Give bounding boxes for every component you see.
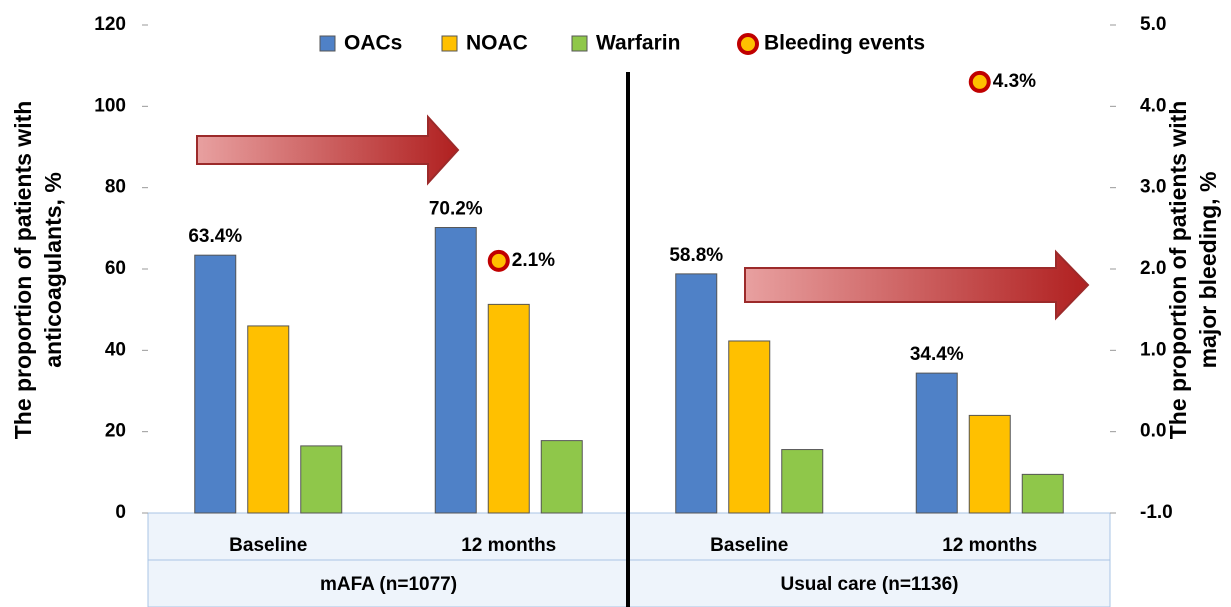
- legend-label: Bleeding events: [764, 32, 925, 55]
- bar: [247, 325, 290, 514]
- y2-tick-label: 1.0: [1140, 339, 1166, 360]
- legend-swatch: [319, 35, 336, 52]
- bar: [1021, 473, 1064, 514]
- y2-tick-label: 4.0: [1140, 95, 1166, 116]
- bar: [675, 273, 718, 514]
- legend-swatch: [441, 35, 458, 52]
- y-tick-label: 100: [94, 95, 126, 116]
- bar: [194, 254, 237, 514]
- legend-swatch: [571, 35, 588, 52]
- bar: [781, 449, 824, 514]
- bar: [300, 445, 343, 514]
- legend-marker: [737, 33, 759, 55]
- y-tick-label: 60: [105, 258, 126, 279]
- y-tick-label: 20: [105, 421, 126, 442]
- data-label: 34.4%: [910, 344, 964, 365]
- y-tick-label: 40: [105, 339, 126, 360]
- bar: [728, 340, 771, 514]
- bar: [434, 227, 477, 514]
- group-label: mAFA (n=1077): [320, 574, 457, 595]
- y-tick-label: 0: [115, 502, 126, 523]
- y2-tick-label: 0.0: [1140, 421, 1166, 442]
- x-tick-label: 12 months: [942, 535, 1037, 556]
- x-tick-label: Baseline: [710, 535, 788, 556]
- y-tick-label: 80: [105, 177, 126, 198]
- y2-tick-label: 5.0: [1140, 14, 1166, 35]
- x-tick-label: 12 months: [461, 535, 556, 556]
- y2-tick-label: 3.0: [1140, 177, 1166, 198]
- y2-tick-label: 2.0: [1140, 258, 1166, 279]
- axis-title: The proportion of patients with anticoagu…: [10, 101, 66, 440]
- axis-title-line: The proportion of patients with: [1165, 101, 1191, 440]
- bar: [487, 303, 530, 514]
- trend-arrow: [744, 249, 1090, 321]
- bar: [968, 414, 1011, 514]
- bar: [540, 440, 583, 514]
- data-label: 2.1%: [512, 250, 555, 271]
- bleeding-marker: [487, 249, 510, 272]
- bar: [915, 372, 958, 514]
- y-tick-label: 120: [94, 14, 126, 35]
- legend-label: Warfarin: [596, 32, 680, 55]
- data-label: 58.8%: [669, 245, 723, 266]
- data-label: 70.2%: [429, 199, 483, 220]
- trend-arrow: [196, 114, 460, 186]
- data-label: 4.3%: [993, 71, 1036, 92]
- axis-title-line: major bleeding, %: [1195, 172, 1221, 369]
- data-label: 63.4%: [188, 226, 242, 247]
- group-label: Usual care (n=1136): [781, 574, 959, 595]
- legend-label: OACs: [344, 32, 402, 55]
- y2-tick-label: -1.0: [1140, 502, 1173, 523]
- axis-title: The proportion of patients with major ble…: [1165, 101, 1221, 440]
- legend-label: NOAC: [466, 32, 528, 55]
- bleeding-marker: [968, 70, 991, 93]
- axis-title-line: anticoagulants, %: [40, 172, 66, 368]
- axis-title-line: The proportion of patients with: [10, 101, 36, 440]
- x-tick-label: Baseline: [229, 535, 307, 556]
